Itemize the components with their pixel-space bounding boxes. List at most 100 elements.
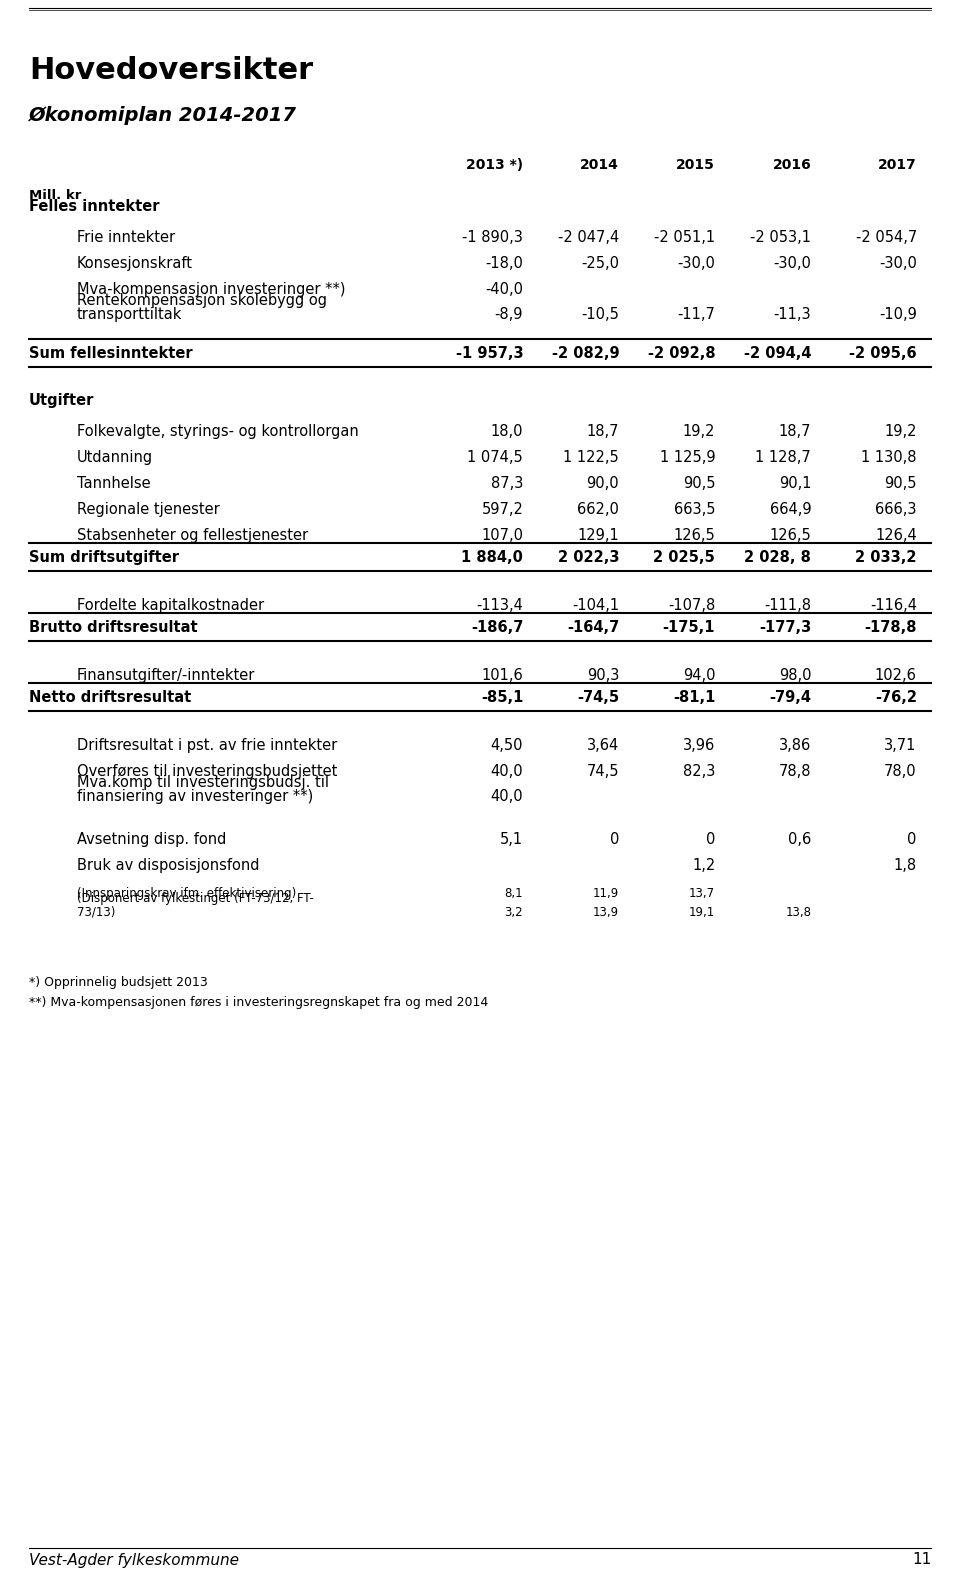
- Text: 78,8: 78,8: [779, 763, 811, 779]
- Text: -113,4: -113,4: [476, 597, 523, 613]
- Text: 4,50: 4,50: [491, 738, 523, 752]
- Text: 98,0: 98,0: [779, 668, 811, 682]
- Text: 0: 0: [610, 832, 619, 846]
- Text: -104,1: -104,1: [572, 597, 619, 613]
- Text: 1 130,8: 1 130,8: [861, 449, 917, 465]
- Text: transporttiltak: transporttiltak: [77, 306, 182, 322]
- Text: -2 095,6: -2 095,6: [850, 345, 917, 361]
- Text: 3,71: 3,71: [884, 738, 917, 752]
- Text: Konsesjonskraft: Konsesjonskraft: [77, 255, 193, 271]
- Text: -1 890,3: -1 890,3: [463, 230, 523, 244]
- Text: 13,7: 13,7: [689, 887, 715, 900]
- Text: Økonomiplan 2014-2017: Økonomiplan 2014-2017: [29, 106, 297, 125]
- Text: 2017: 2017: [878, 158, 917, 172]
- Text: -30,0: -30,0: [678, 255, 715, 271]
- Text: 1,8: 1,8: [894, 857, 917, 873]
- Text: 666,3: 666,3: [876, 501, 917, 517]
- Text: 664,9: 664,9: [770, 501, 811, 517]
- Text: 19,1: 19,1: [689, 906, 715, 919]
- Text: 90,0: 90,0: [587, 476, 619, 490]
- Text: -2 082,9: -2 082,9: [552, 345, 619, 361]
- Text: (Disponert av fylkestinget (FT-73/12, FT-: (Disponert av fylkestinget (FT-73/12, FT…: [77, 892, 314, 905]
- Text: 90,1: 90,1: [779, 476, 811, 490]
- Text: -25,0: -25,0: [581, 255, 619, 271]
- Text: 18,7: 18,7: [779, 424, 811, 438]
- Text: -85,1: -85,1: [481, 690, 523, 704]
- Text: -186,7: -186,7: [470, 619, 523, 635]
- Text: Stabsenheter og fellestjenester: Stabsenheter og fellestjenester: [77, 528, 308, 542]
- Text: 126,5: 126,5: [770, 528, 811, 542]
- Text: 2 033,2: 2 033,2: [855, 550, 917, 564]
- Text: *) Opprinnelig budsjett 2013: *) Opprinnelig budsjett 2013: [29, 976, 207, 990]
- Text: 13,9: 13,9: [593, 906, 619, 919]
- Text: Brutto driftsresultat: Brutto driftsresultat: [29, 619, 198, 635]
- Text: Rentekompensasjon skolebygg og: Rentekompensasjon skolebygg og: [77, 293, 326, 307]
- Text: Hovedoversikter: Hovedoversikter: [29, 55, 313, 85]
- Text: -30,0: -30,0: [879, 255, 917, 271]
- Text: -1 957,3: -1 957,3: [456, 345, 523, 361]
- Text: 18,0: 18,0: [491, 424, 523, 438]
- Text: -178,8: -178,8: [864, 619, 917, 635]
- Text: 662,0: 662,0: [577, 501, 619, 517]
- Text: 11,9: 11,9: [593, 887, 619, 900]
- Text: -76,2: -76,2: [875, 690, 917, 704]
- Text: -2 051,1: -2 051,1: [654, 230, 715, 244]
- Text: -74,5: -74,5: [577, 690, 619, 704]
- Text: 82,3: 82,3: [683, 763, 715, 779]
- Text: 11: 11: [912, 1552, 931, 1568]
- Text: 126,4: 126,4: [876, 528, 917, 542]
- Text: 73/13): 73/13): [77, 906, 115, 919]
- Text: -11,7: -11,7: [678, 306, 715, 322]
- Text: 663,5: 663,5: [674, 501, 715, 517]
- Text: -111,8: -111,8: [764, 597, 811, 613]
- Text: -2 053,1: -2 053,1: [750, 230, 811, 244]
- Text: 1 125,9: 1 125,9: [660, 449, 715, 465]
- Text: 40,0: 40,0: [491, 763, 523, 779]
- Text: 2013 *): 2013 *): [466, 158, 523, 172]
- Text: 3,96: 3,96: [683, 738, 715, 752]
- Text: Utgifter: Utgifter: [29, 392, 94, 408]
- Text: 74,5: 74,5: [587, 763, 619, 779]
- Text: 90,5: 90,5: [683, 476, 715, 490]
- Text: 5,1: 5,1: [500, 832, 523, 846]
- Text: -177,3: -177,3: [759, 619, 811, 635]
- Text: **) Mva-kompensasjonen føres i investeringsregnskapet fra og med 2014: **) Mva-kompensasjonen føres i investeri…: [29, 996, 488, 1009]
- Text: 1 128,7: 1 128,7: [756, 449, 811, 465]
- Text: -2 092,8: -2 092,8: [648, 345, 715, 361]
- Text: Utdanning: Utdanning: [77, 449, 153, 465]
- Text: -11,3: -11,3: [774, 306, 811, 322]
- Text: -116,4: -116,4: [870, 597, 917, 613]
- Text: (Innsparingskrav ifm. effektivisering): (Innsparingskrav ifm. effektivisering): [77, 887, 296, 900]
- Text: Mva.komp til investeringsbudsj. til: Mva.komp til investeringsbudsj. til: [77, 774, 328, 790]
- Text: 87,3: 87,3: [491, 476, 523, 490]
- Text: 1 122,5: 1 122,5: [564, 449, 619, 465]
- Text: 0: 0: [907, 832, 917, 846]
- Text: -18,0: -18,0: [486, 255, 523, 271]
- Text: -2 047,4: -2 047,4: [558, 230, 619, 244]
- Text: 90,3: 90,3: [587, 668, 619, 682]
- Text: 3,2: 3,2: [505, 906, 523, 919]
- Text: -107,8: -107,8: [668, 597, 715, 613]
- Text: 2016: 2016: [773, 158, 811, 172]
- Text: Fordelte kapitalkostnader: Fordelte kapitalkostnader: [77, 597, 264, 613]
- Text: -81,1: -81,1: [673, 690, 715, 704]
- Text: -2 054,7: -2 054,7: [855, 230, 917, 244]
- Text: 3,86: 3,86: [779, 738, 811, 752]
- Text: 126,5: 126,5: [674, 528, 715, 542]
- Text: 19,2: 19,2: [884, 424, 917, 438]
- Text: 2014: 2014: [581, 158, 619, 172]
- Text: Overføres til investeringsbudsjettet: Overføres til investeringsbudsjettet: [77, 763, 337, 779]
- Text: 2 025,5: 2 025,5: [654, 550, 715, 564]
- Text: -8,9: -8,9: [494, 306, 523, 322]
- Text: 1,2: 1,2: [692, 857, 715, 873]
- Text: 8,1: 8,1: [505, 887, 523, 900]
- Text: finansiering av investeringer **): finansiering av investeringer **): [77, 788, 313, 804]
- Text: Felles inntekter: Felles inntekter: [29, 199, 159, 213]
- Text: Sum fellesinntekter: Sum fellesinntekter: [29, 345, 192, 361]
- Text: Frie inntekter: Frie inntekter: [77, 230, 175, 244]
- Text: Bruk av disposisjonsfond: Bruk av disposisjonsfond: [77, 857, 259, 873]
- Text: 107,0: 107,0: [481, 528, 523, 542]
- Text: -2 094,4: -2 094,4: [744, 345, 811, 361]
- Text: 13,8: 13,8: [785, 906, 811, 919]
- Text: 1 074,5: 1 074,5: [468, 449, 523, 465]
